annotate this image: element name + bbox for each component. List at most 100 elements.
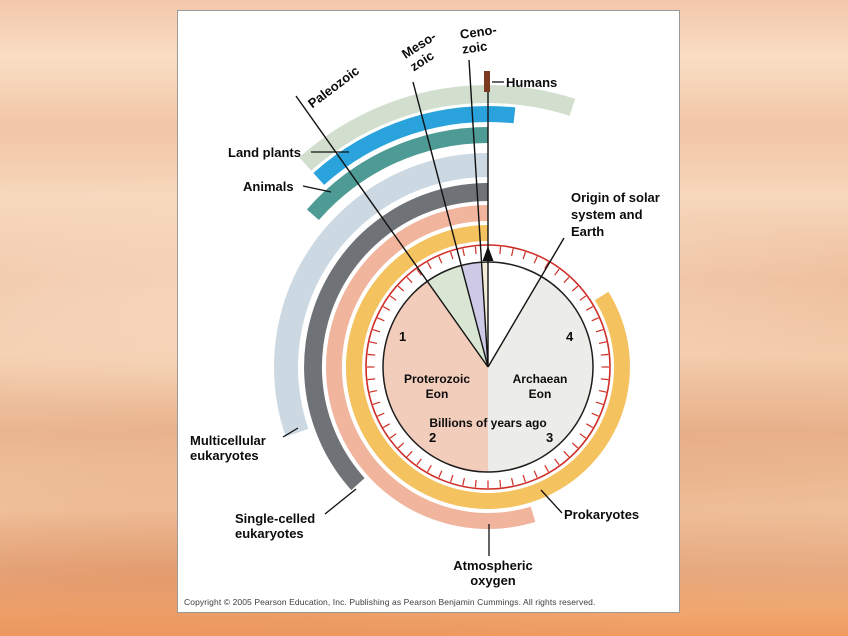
tick-mark (533, 470, 538, 478)
archaean-eon-line1: Archaean (512, 372, 568, 386)
outer-pale-band (299, 84, 576, 171)
tick-mark (416, 268, 422, 276)
proterozoic-eon-label: Proterozoic Eon (391, 372, 483, 402)
tick-mark (522, 251, 526, 260)
multicellular-eukaryotes-label: Multicellular eukaryotes (190, 433, 266, 463)
tick-mark (367, 353, 376, 356)
paleozoic-line (295, 95, 489, 368)
humans-marker (484, 71, 490, 92)
multicellular-label-line1: Multicellular (190, 433, 266, 448)
land-plants-label: Land plants (228, 145, 301, 160)
tick-mark (382, 305, 391, 311)
atmospheric-label-line2: oxygen (470, 573, 516, 588)
tick-mark (372, 329, 381, 333)
tick-mark (579, 433, 587, 439)
tick-mark (372, 401, 381, 405)
numeral-4: 4 (566, 329, 574, 344)
tick-mark (426, 464, 432, 473)
tick-mark (511, 248, 514, 257)
atmospheric-oxygen-label: Atmospheric oxygen (438, 558, 548, 588)
tick-mark (600, 353, 609, 356)
land-plants-band (313, 105, 516, 185)
tick-mark (511, 477, 514, 486)
tick-mark (377, 317, 385, 322)
single-celled-eukaryotes-band (304, 183, 488, 491)
tick-mark (595, 329, 604, 333)
prokaryotes-label: Prokaryotes (564, 507, 640, 522)
multicellular-eukaryotes-band (274, 153, 488, 437)
tick-mark (554, 268, 560, 276)
tick-mark (406, 450, 413, 458)
tick-mark (377, 412, 385, 417)
tick-mark (389, 295, 397, 301)
tick-mark (544, 465, 550, 473)
tick-mark (462, 248, 465, 257)
tick-mark (499, 246, 502, 255)
tick-mark (533, 256, 538, 264)
tick-mark (585, 305, 594, 311)
origin-label-line2: system and (571, 207, 643, 222)
tick-mark (598, 341, 607, 344)
tick-mark (474, 246, 477, 255)
cenozoic-label: Ceno- zoic (459, 22, 500, 57)
tick-mark (600, 378, 609, 381)
tick-mark (579, 295, 587, 301)
tick-mark (369, 341, 378, 344)
tick-mark (397, 442, 405, 449)
multicellular-pointer (282, 427, 299, 438)
units-label: Billions of years ago (429, 416, 547, 430)
mesozoic-line (412, 81, 489, 368)
proterozoic-eon-line2: Eon (425, 387, 449, 401)
tick-mark (591, 317, 599, 322)
tick-mark (367, 378, 376, 381)
tick-mark (563, 276, 570, 284)
tick-mark (450, 251, 454, 260)
clock-hand-arrowhead (482, 246, 494, 261)
tick-mark (389, 433, 397, 439)
tick-mark (438, 470, 443, 478)
pointer-lines (282, 81, 563, 556)
animals-pointer (302, 185, 332, 193)
single-celled-label-line2: eukaryotes (235, 526, 304, 541)
tick-mark (474, 479, 477, 488)
tick-mark (406, 276, 413, 284)
paleozoic-wedge (427, 265, 488, 367)
tick-mark (462, 477, 465, 486)
tick-mark (416, 458, 422, 466)
tick-mark (426, 261, 432, 269)
atmospheric-label-line1: Atmospheric (453, 558, 533, 573)
tick-mark (571, 285, 579, 292)
origin-label-line1: Origin of solar (571, 190, 660, 205)
tick-mark (563, 450, 570, 458)
origin-label: Origin of solar system and Earth (571, 189, 660, 240)
single-celled-pointer (324, 488, 357, 515)
archaean-eon-label: Archaean Eon (499, 372, 581, 402)
numeral-3: 3 (546, 430, 554, 445)
tick-mark (554, 458, 560, 466)
proterozoic-eon-line1: Proterozoic (403, 372, 470, 386)
proterozoic-eon-sector (383, 281, 488, 472)
tick-mark (598, 390, 607, 393)
tick-marks (367, 246, 609, 488)
tick-mark (438, 256, 443, 264)
animals-label: Animals (243, 179, 294, 194)
cenozoic-line (468, 59, 489, 368)
tick-mark (382, 423, 390, 429)
tick-mark (397, 285, 405, 292)
prokaryotes-pointer (540, 489, 563, 514)
tick-mark (369, 390, 378, 393)
humans-label: Humans (506, 75, 558, 90)
archaean-eon-sector (488, 276, 593, 472)
archaean-eon-line2: Eon (528, 387, 552, 401)
tick-mark (499, 479, 502, 488)
tick-mark (595, 401, 604, 405)
single-celled-eukaryotes-label: Single-celled eukaryotes (235, 511, 315, 541)
multicellular-label-line2: eukaryotes (190, 448, 259, 463)
clock-sectors (383, 262, 593, 472)
numeral-1: 1 (399, 329, 407, 344)
tick-mark (522, 474, 526, 483)
tick-mark (571, 442, 579, 449)
copyright-text: Copyright © 2005 Pearson Education, Inc.… (184, 597, 596, 607)
